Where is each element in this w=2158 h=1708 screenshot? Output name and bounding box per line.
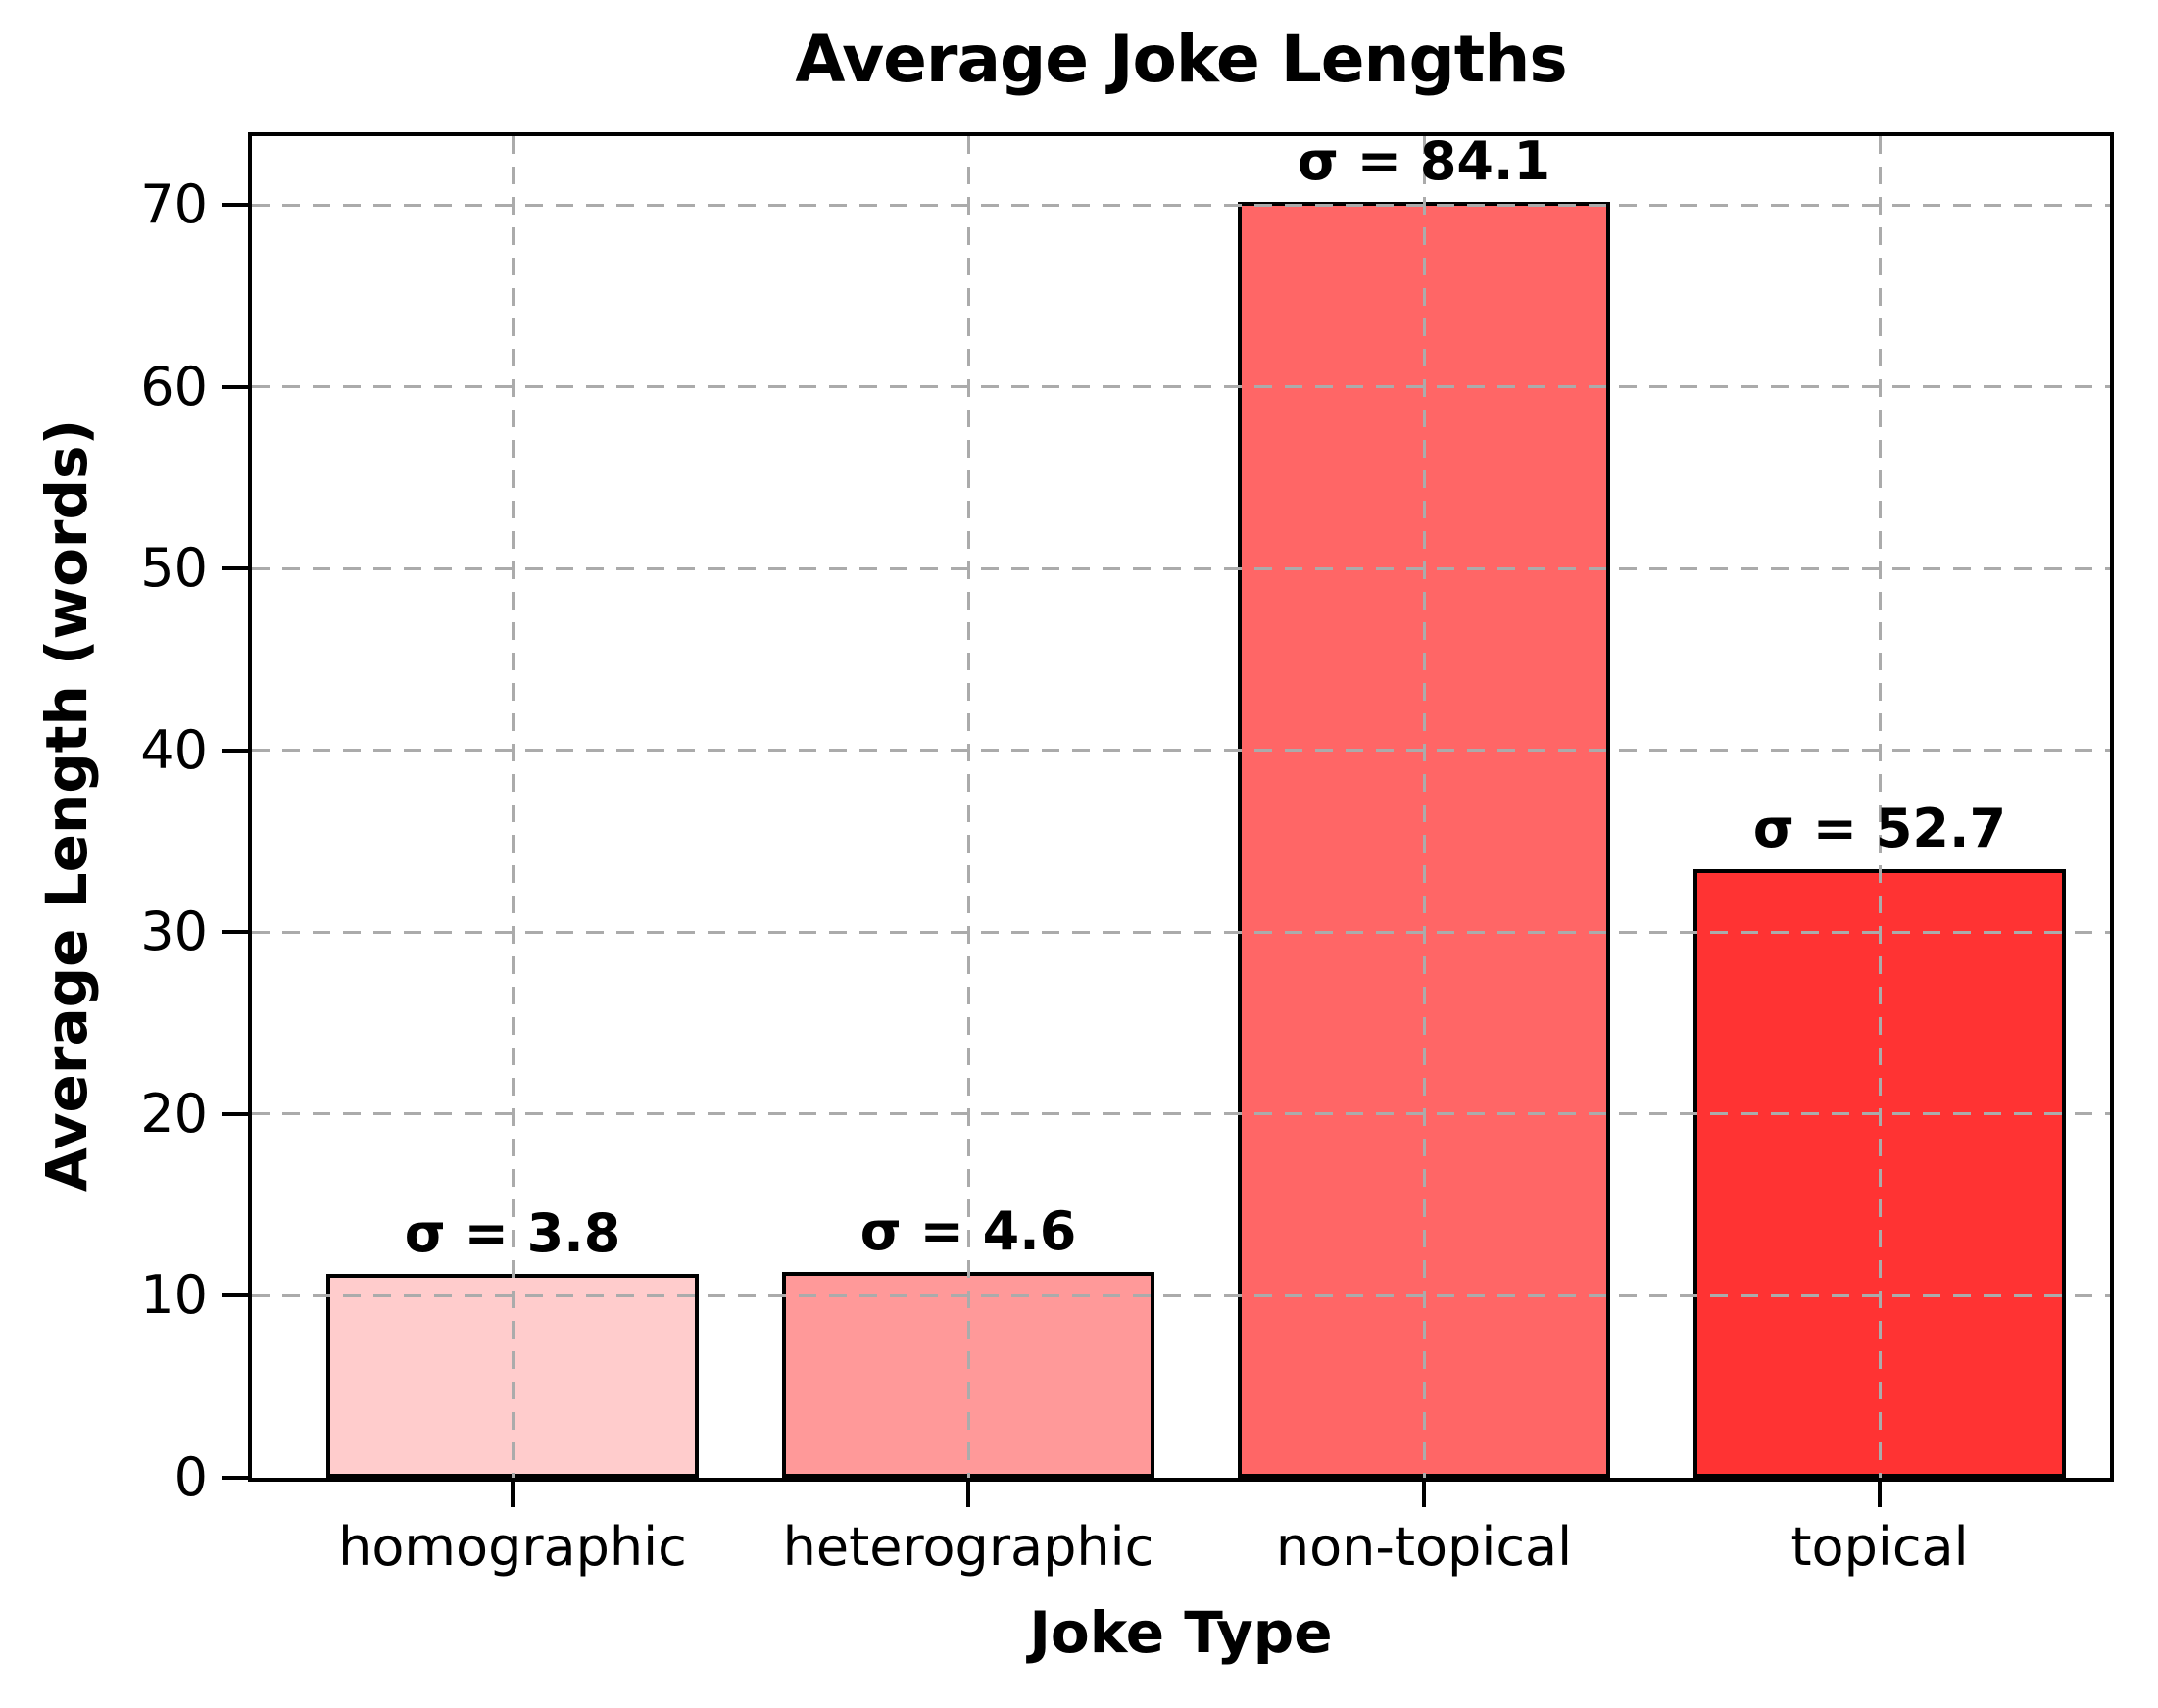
chart-title: Average Joke Lengths (795, 22, 1567, 97)
ytick-mark-50 (222, 566, 248, 571)
sigma-label-topical: σ = 52.7 (1752, 797, 2007, 859)
xtick-label-homographic: homographic (338, 1516, 687, 1578)
ytick-mark-30 (222, 930, 248, 935)
ytick-label-40: 40 (140, 718, 208, 781)
bar-homographic (326, 1274, 699, 1478)
gridline-h-50 (252, 566, 2110, 570)
ytick-label-60: 60 (140, 355, 208, 417)
ytick-label-20: 20 (140, 1082, 208, 1145)
bar-topical (1693, 868, 2066, 1478)
gridline-h-60 (252, 385, 2110, 389)
bar-non-topical (1238, 201, 1610, 1478)
ytick-label-50: 50 (140, 537, 208, 600)
ytick-mark-60 (222, 384, 248, 389)
xtick-label-heterographic: heterographic (782, 1516, 1154, 1578)
ytick-mark-20 (222, 1111, 248, 1116)
xtick-mark-heterographic (966, 1482, 970, 1507)
sigma-label-heterographic: σ = 4.6 (859, 1200, 1077, 1263)
xtick-label-non-topical: non-topical (1275, 1516, 1573, 1578)
sigma-label-non-topical: σ = 84.1 (1297, 129, 1551, 192)
ytick-label-0: 0 (173, 1446, 208, 1508)
ytick-mark-10 (222, 1293, 248, 1298)
gridline-h-70 (252, 203, 2110, 207)
bar-heterographic (782, 1272, 1154, 1478)
ytick-label-70: 70 (140, 173, 208, 236)
ytick-mark-0 (222, 1476, 248, 1480)
x-axis-label: Joke Type (1029, 1599, 1333, 1666)
xtick-mark-homographic (511, 1482, 515, 1507)
xtick-label-topical: topical (1790, 1516, 1969, 1578)
gridline-h-40 (252, 749, 2110, 753)
ytick-mark-70 (222, 203, 248, 208)
xtick-mark-non-topical (1422, 1482, 1426, 1507)
sigma-label-homographic: σ = 3.8 (404, 1202, 621, 1265)
ytick-mark-40 (222, 748, 248, 753)
y-axis-label: Average Length (words) (33, 418, 100, 1193)
ytick-label-30: 30 (140, 901, 208, 963)
ytick-label-10: 10 (140, 1264, 208, 1327)
xtick-mark-topical (1878, 1482, 1882, 1507)
plot-area: σ = 3.8 σ = 4.6 σ = 84.1 σ = 52.7 (248, 132, 2114, 1482)
